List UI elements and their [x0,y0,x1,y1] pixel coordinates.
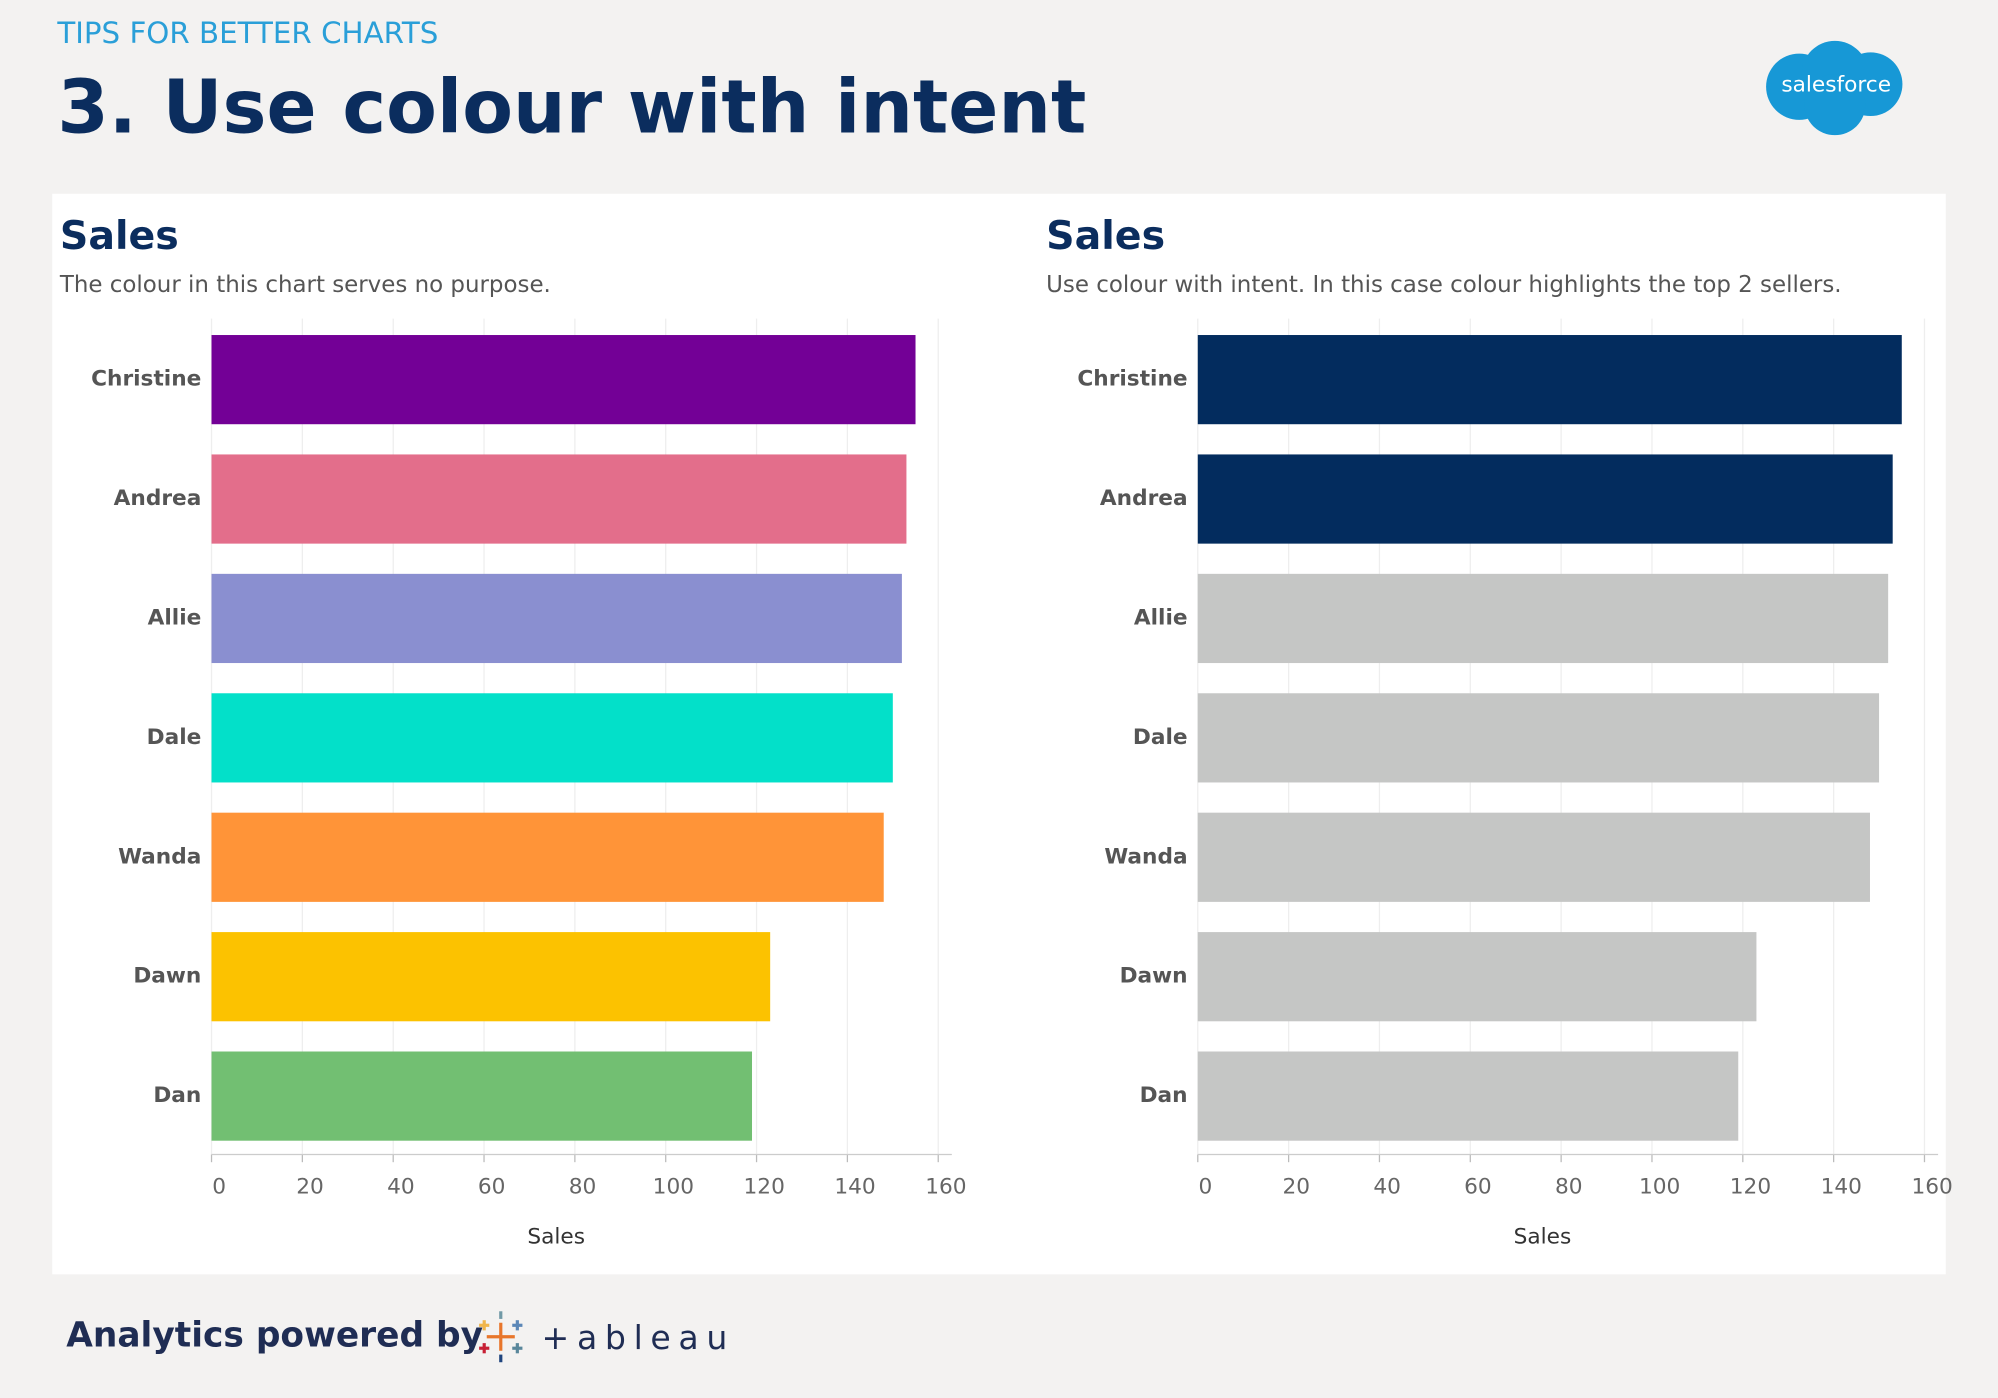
logo-text: salesforce [1781,72,1891,97]
category-label: Dale [147,725,202,750]
bar [211,1051,753,1141]
tableau-mark [479,1311,523,1363]
category-label: Dan [153,1083,201,1108]
x-tick-label: 80 [569,1175,597,1200]
category-label: Wanda [118,844,201,869]
x-tick-label: 20 [296,1175,324,1200]
category-label: Andrea [1100,486,1188,511]
x-tick-label: 100 [1639,1175,1680,1200]
x-axis-label: Sales [1514,1224,1572,1249]
x-tick-label: 0 [1199,1175,1213,1200]
chart-title: Sales [60,213,179,259]
logo: salesforce [1766,40,1903,136]
x-tick-label: 120 [1730,1175,1771,1200]
x-tick-label: 140 [834,1175,875,1200]
category-label: Andrea [114,486,202,511]
footer-text: Analytics powered by [66,1315,483,1355]
bar [211,335,916,425]
x-tick-label: 40 [1373,1175,1401,1200]
x-tick-label: 0 [212,1175,226,1200]
page-title: 3. Use colour with intent [57,65,1086,151]
category-label: Dawn [1120,964,1188,989]
bar [211,573,902,664]
bar [1197,1051,1739,1141]
category-label: Dan [1140,1083,1188,1108]
chart-title: Sales [1046,213,1165,259]
bar [1197,932,1757,1022]
x-tick-label: 60 [478,1175,506,1200]
x-tick-label: 160 [925,1175,966,1200]
bar [1197,812,1870,902]
category-label: Allie [148,605,202,630]
x-tick-label: 20 [1282,1175,1310,1200]
x-tick-label: 60 [1464,1175,1492,1200]
bar [211,454,907,544]
category-label: Wanda [1104,844,1187,869]
x-tick-label: 160 [1911,1175,1952,1200]
x-tick-label: 40 [387,1175,415,1200]
bar [1197,693,1880,783]
category-label: Allie [1134,605,1188,630]
category-label: Dawn [133,964,201,989]
chart-subtitle: Use colour with intent. In this case col… [1046,272,1841,298]
category-label: Dale [1133,725,1188,750]
bar [211,693,893,783]
x-tick-label: 100 [653,1175,694,1200]
category-label: Christine [91,367,201,392]
bar [1197,573,1889,664]
x-tick-label: 80 [1555,1175,1583,1200]
x-axis-label: Sales [527,1224,585,1249]
bar [211,932,771,1022]
chart-subtitle: The colour in this chart serves no purpo… [59,272,551,298]
kicker: TIPS FOR BETTER CHARTS [56,16,438,50]
bar [211,812,884,902]
bar [1197,335,1902,425]
bar [1197,454,1893,544]
category-label: Christine [1077,367,1187,392]
footer-brand: +ableau [542,1318,735,1357]
x-tick-label: 140 [1821,1175,1862,1200]
x-tick-label: 120 [744,1175,785,1200]
